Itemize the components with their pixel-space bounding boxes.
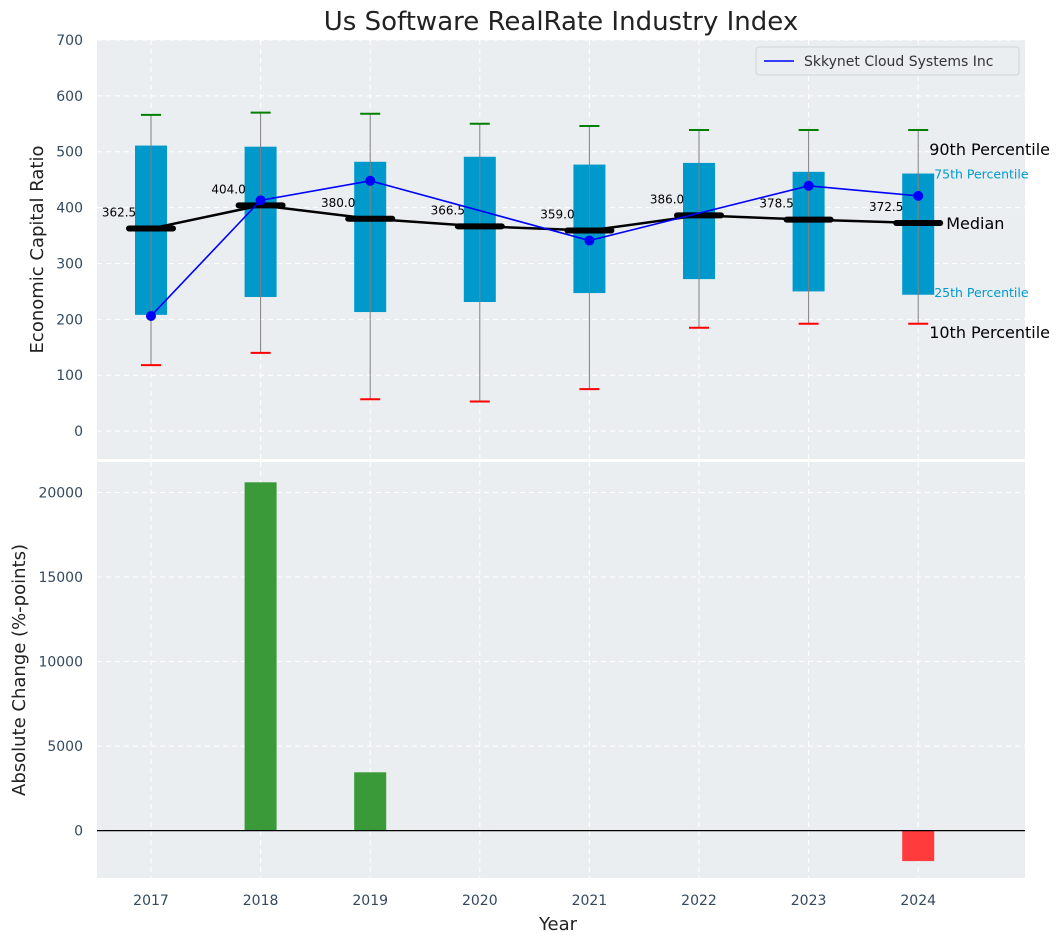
y-tick-label: 20000 xyxy=(38,485,83,501)
median-label-2018: 404.0 xyxy=(211,182,245,196)
bar-2019 xyxy=(354,772,387,831)
x-tick-label: 2018 xyxy=(243,893,279,909)
y-tick-label: 200 xyxy=(56,312,83,328)
median-label-2023: 378.5 xyxy=(759,197,793,211)
company-point-2023 xyxy=(803,180,814,191)
legend-label: Skkynet Cloud Systems Inc xyxy=(804,54,993,70)
y-tick-label: 10000 xyxy=(38,655,83,671)
y-tick-label: 700 xyxy=(56,33,83,49)
bar-2024 xyxy=(902,830,935,862)
company-point-2018 xyxy=(255,195,266,206)
company-point-2017 xyxy=(146,310,156,321)
x-tick-label: 2022 xyxy=(681,893,717,909)
x-tick-label: 2021 xyxy=(572,893,608,909)
x-tick-label: 2019 xyxy=(352,893,388,909)
x-axis-title: Year xyxy=(538,914,578,935)
y-tick-label: 400 xyxy=(56,201,83,217)
median-label-2019: 380.0 xyxy=(321,196,355,210)
y-tick-label: 5000 xyxy=(47,739,83,755)
annotation-p25: 25th Percentile xyxy=(934,285,1029,300)
x-tick-label: 2023 xyxy=(791,893,827,909)
chart-title: Us Software RealRate Industry Index xyxy=(324,7,798,37)
company-point-2024 xyxy=(913,190,924,201)
y-tick-label: 0 xyxy=(74,424,83,440)
y-tick-label: 300 xyxy=(56,256,83,272)
y-tick-label: 600 xyxy=(56,89,83,105)
company-point-2019 xyxy=(365,175,376,186)
y-tick-label: 0 xyxy=(74,824,83,840)
annotation-p75: 75th Percentile xyxy=(934,167,1029,182)
median-label-2021: 359.0 xyxy=(540,208,574,222)
legend-box xyxy=(755,46,1020,76)
median-label-2020: 366.5 xyxy=(431,203,465,217)
median-label-2017: 362.5 xyxy=(102,206,136,220)
y-axis-title: Economic Capital Ratio xyxy=(27,146,48,354)
annotation-p90: 90th Percentile xyxy=(929,140,1050,159)
bottom-plot-area xyxy=(97,462,1025,878)
legend: Skkynet Cloud Systems Inc xyxy=(755,46,1020,76)
y-tick-label: 500 xyxy=(56,145,83,161)
median-label-2024: 372.5 xyxy=(869,200,903,214)
annotation-p10: 10th Percentile xyxy=(929,323,1050,342)
median-label-2022: 386.0 xyxy=(650,192,684,206)
y-tick-label: 100 xyxy=(56,368,83,384)
series-line-company xyxy=(150,179,919,317)
y-axis-title-bottom: Absolute Change (%-points) xyxy=(9,544,30,796)
top-plot-area xyxy=(97,40,1025,459)
bar-2018 xyxy=(244,482,277,831)
x-tick-label: 2017 xyxy=(133,893,169,909)
x-tick-label: 2024 xyxy=(900,893,936,909)
y-tick-label: 15000 xyxy=(38,570,83,586)
company-point-2021 xyxy=(584,235,595,246)
annotation-median: Median xyxy=(946,214,1004,233)
x-tick-label: 2020 xyxy=(462,893,498,909)
